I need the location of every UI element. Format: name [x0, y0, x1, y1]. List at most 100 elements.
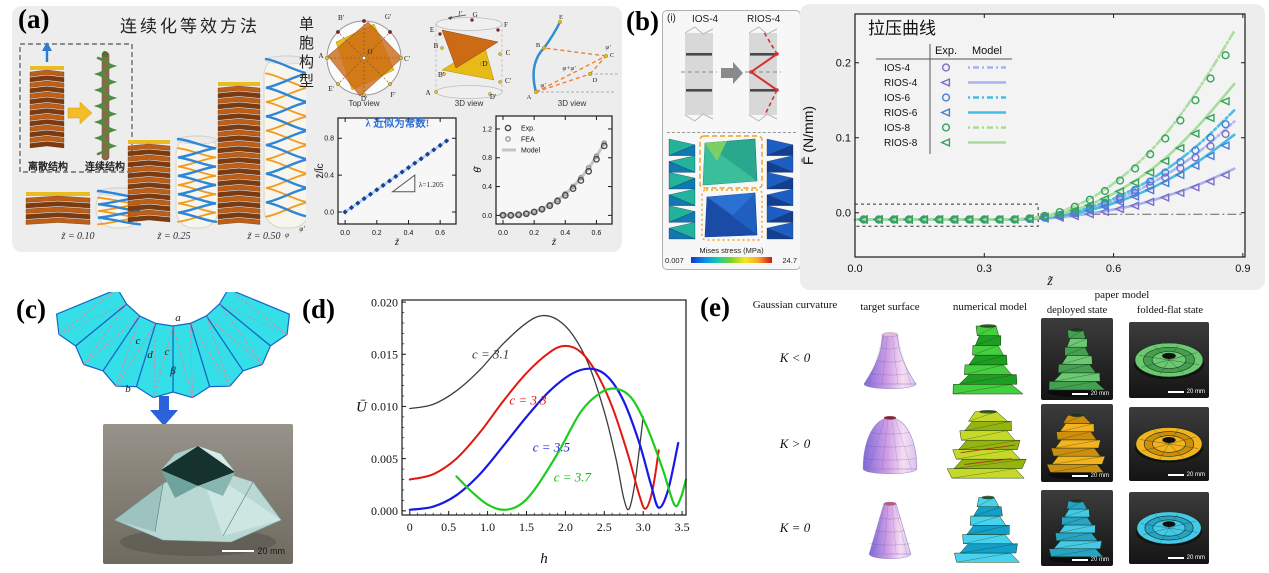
scalebar-line — [1167, 557, 1184, 559]
svg-text:φ+φ': φ+φ' — [563, 65, 577, 72]
svg-text:0.6: 0.6 — [592, 230, 602, 237]
svg-text:φ': φ' — [541, 82, 547, 89]
svg-text:Model: Model — [972, 45, 1002, 57]
svg-text:c = 3.3: c = 3.3 — [509, 392, 547, 407]
scalebar-line — [1071, 393, 1088, 395]
svg-text:RIOS-4: RIOS-4 — [884, 78, 918, 89]
svg-text:0.8: 0.8 — [482, 155, 492, 162]
continuous-structure-label: 连续结构 — [85, 162, 125, 173]
svg-text:0.0: 0.0 — [498, 230, 508, 237]
svg-text:Exp.: Exp. — [935, 45, 957, 57]
fea-mises-illustration — [668, 135, 794, 241]
scalebar-label: 20 mm — [1090, 557, 1109, 563]
svg-text:θ̄: θ̄ — [473, 165, 484, 172]
svg-text:c = 3.5: c = 3.5 — [533, 439, 571, 454]
svg-text:a: a — [175, 312, 181, 324]
svg-text:A: A — [425, 89, 430, 97]
svg-text:IOS-4: IOS-4 — [884, 63, 911, 74]
panel-d-label: (d) — [302, 294, 335, 324]
header-paper-model: paper model — [1094, 289, 1150, 301]
svg-text:0.0: 0.0 — [847, 263, 862, 275]
svg-text:D: D — [593, 77, 598, 84]
svg-text:0.2: 0.2 — [529, 230, 539, 237]
svg-text:3D view: 3D view — [455, 99, 484, 108]
folded-model-photo: 20 mm — [103, 424, 293, 564]
svg-text:0.4: 0.4 — [560, 230, 570, 237]
folded-rosette-illustration — [1135, 511, 1203, 546]
chart-lambda-constant: 0.0 0.2 0.4 0.6 0.0 0.4 0.8 z̃ z̄/l̄c λ 近似为常数! λ=1… — [310, 108, 464, 250]
svg-text:IOS-8: IOS-8 — [884, 123, 911, 134]
svg-text:0.4: 0.4 — [404, 230, 414, 237]
chart-tension-compression: 0.0 0.3 0.6 0.9 0.0 0.1 0.2 z̃ F̄ (N/mm) 拉压曲线 Exp.… — [800, 4, 1265, 290]
folded-rosette-illustration — [1134, 427, 1204, 463]
svg-text:0.6: 0.6 — [1106, 263, 1121, 275]
scalebar-label: 20 mm — [257, 546, 285, 556]
panel-c-label: (c) — [16, 294, 46, 324]
svg-text:c: c — [136, 335, 141, 347]
svg-text:拉压曲线: 拉压曲线 — [868, 19, 936, 38]
unit-cell-title: 单胞构型 — [297, 16, 313, 92]
svg-text:2.5: 2.5 — [597, 520, 612, 534]
svg-text:B: B — [536, 42, 541, 49]
target-surface-trumpet — [863, 332, 917, 389]
svg-text:3D view: 3D view — [558, 99, 587, 108]
svg-text:0.3: 0.3 — [977, 263, 992, 275]
svg-text:A: A — [318, 52, 323, 60]
svg-text:0.9: 0.9 — [1235, 263, 1250, 275]
svg-text:Exp.: Exp. — [521, 125, 535, 132]
svg-text:0.2: 0.2 — [372, 230, 382, 237]
target-surface-dome — [862, 415, 918, 474]
svg-text:RIOS-8: RIOS-8 — [884, 138, 918, 149]
svg-text:0: 0 — [407, 520, 413, 534]
curvature-label-zero: K = 0 — [779, 520, 811, 535]
svg-text:3.0: 3.0 — [636, 520, 651, 534]
scalebar-line — [1167, 474, 1184, 476]
deployed-tower-illustration — [1046, 413, 1106, 480]
paper-folded-photo: 20 mm — [1129, 492, 1209, 564]
svg-text:G': G' — [385, 13, 391, 21]
svg-text:1.0: 1.0 — [480, 520, 495, 534]
chart-svg-b-curves: 0.0 0.3 0.6 0.9 0.0 0.1 0.2 z̃ F̄ (N/mm) 拉压曲线 Exp.… — [800, 13, 1250, 289]
panel-e-label: (e) — [700, 292, 730, 322]
svg-text:z̃: z̃ — [551, 237, 556, 248]
svg-text:G: G — [472, 11, 477, 19]
svg-text:0.4: 0.4 — [324, 173, 334, 180]
inset-index-label: (i) — [667, 13, 676, 24]
fold-arrow-icon — [150, 396, 178, 426]
svg-text:0.0: 0.0 — [836, 208, 851, 220]
svg-text:0.020: 0.020 — [371, 295, 398, 309]
scalebar-label: 20 mm — [1090, 391, 1109, 397]
curvature-label-negative: K < 0 — [779, 350, 811, 365]
svg-text:c = 3.1: c = 3.1 — [472, 346, 509, 361]
svg-text:0.5: 0.5 — [441, 520, 456, 534]
inset-divider — [667, 132, 796, 133]
chart-energy-landscape: 0 0.5 1.0 1.5 2.0 2.5 3.0 3.5 0.000 0.005 0.010 0.0… — [330, 290, 702, 568]
svg-text:h: h — [540, 551, 548, 567]
svg-text:D': D' — [361, 95, 367, 103]
svg-text:A: A — [527, 94, 532, 101]
folded-rosette-illustration — [1134, 342, 1204, 379]
svg-text:B': B' — [338, 14, 344, 22]
svg-text:E: E — [559, 14, 563, 21]
svg-text:0.0: 0.0 — [482, 213, 492, 220]
svg-text:E: E — [430, 26, 434, 34]
scalebar-label: 20 mm — [1186, 389, 1205, 395]
header-deployed-state: deployed state — [1046, 305, 1108, 316]
colorbar-min: 0.007 — [665, 256, 684, 265]
svg-text:b: b — [125, 383, 131, 395]
svg-text:φ': φ' — [606, 44, 612, 51]
svg-text:Top view: Top view — [348, 99, 379, 108]
numerical-model-dome — [946, 410, 1027, 479]
svg-text:O: O — [367, 48, 372, 56]
svg-text:0.015: 0.015 — [371, 347, 398, 361]
strain-label-1: z̃ = 0.10 — [61, 231, 95, 242]
svg-text:E': E' — [328, 85, 334, 93]
svg-text:z̃: z̃ — [394, 237, 399, 248]
svg-text:0.0: 0.0 — [340, 230, 350, 237]
svg-text:0.1: 0.1 — [836, 133, 851, 145]
photo-scalebar: 20 mm — [222, 546, 285, 556]
svg-text:d: d — [147, 349, 153, 361]
paper-folded-photo: 20 mm — [1129, 407, 1209, 481]
svg-text:φ': φ' — [299, 225, 305, 233]
svg-text:C: C — [610, 52, 614, 59]
